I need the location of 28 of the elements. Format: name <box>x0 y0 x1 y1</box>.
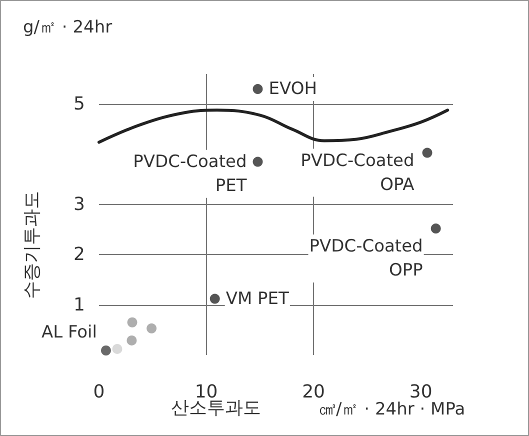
annotation: AL Foil <box>41 322 97 342</box>
x-tick-label: 0 <box>93 382 105 402</box>
x-tick-label: 30 <box>409 382 432 402</box>
x-axis-title: 산소투과도 <box>171 398 261 418</box>
y-tick-label: 5 <box>74 94 85 115</box>
text: g/㎡ · 24hr <box>23 18 112 38</box>
y-tick-label: 1 <box>74 294 85 316</box>
y-tick-label: 3 <box>74 194 85 215</box>
point <box>252 84 263 94</box>
point <box>146 323 157 334</box>
point <box>112 344 122 354</box>
point <box>210 294 220 304</box>
annotation: PVDC-Coated OPA <box>300 150 415 195</box>
point <box>422 148 432 158</box>
point <box>252 156 263 167</box>
text: ㎤/㎡ · 24hr · MPa <box>319 400 466 420</box>
x-tick-label: 20 <box>302 382 325 402</box>
y-tick-label: 2 <box>74 244 85 266</box>
point <box>100 345 111 356</box>
point <box>127 317 138 328</box>
point <box>430 224 441 234</box>
point <box>126 335 137 346</box>
annotation: PVDC-Coated PET <box>133 152 248 196</box>
annotation: EVOH <box>268 79 318 100</box>
line-series <box>98 108 450 144</box>
annotation: PVDC-Coated OPP <box>309 236 423 281</box>
y-axis-title: 수증기투과도 <box>22 191 42 299</box>
annotation: VM PET <box>226 288 290 309</box>
